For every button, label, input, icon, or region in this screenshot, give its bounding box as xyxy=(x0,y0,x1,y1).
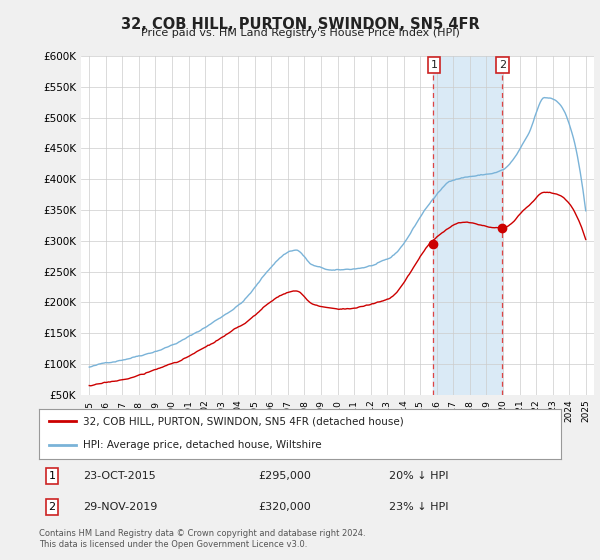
Text: 2: 2 xyxy=(49,502,56,512)
Text: Contains HM Land Registry data © Crown copyright and database right 2024.
This d: Contains HM Land Registry data © Crown c… xyxy=(39,529,365,549)
Text: HPI: Average price, detached house, Wiltshire: HPI: Average price, detached house, Wilt… xyxy=(83,440,322,450)
Text: 32, COB HILL, PURTON, SWINDON, SN5 4FR (detached house): 32, COB HILL, PURTON, SWINDON, SN5 4FR (… xyxy=(83,417,404,426)
Text: 2: 2 xyxy=(499,60,506,70)
Text: 1: 1 xyxy=(49,471,56,481)
Text: 23-OCT-2015: 23-OCT-2015 xyxy=(83,471,156,481)
Bar xyxy=(433,56,502,395)
Text: 23% ↓ HPI: 23% ↓ HPI xyxy=(389,502,448,512)
Text: £295,000: £295,000 xyxy=(258,471,311,481)
Text: Price paid vs. HM Land Registry's House Price Index (HPI): Price paid vs. HM Land Registry's House … xyxy=(140,28,460,38)
Text: £320,000: £320,000 xyxy=(258,502,311,512)
Text: 32, COB HILL, PURTON, SWINDON, SN5 4FR: 32, COB HILL, PURTON, SWINDON, SN5 4FR xyxy=(121,17,479,32)
Text: 29-NOV-2019: 29-NOV-2019 xyxy=(83,502,158,512)
Text: 1: 1 xyxy=(431,60,437,70)
Text: 20% ↓ HPI: 20% ↓ HPI xyxy=(389,471,448,481)
